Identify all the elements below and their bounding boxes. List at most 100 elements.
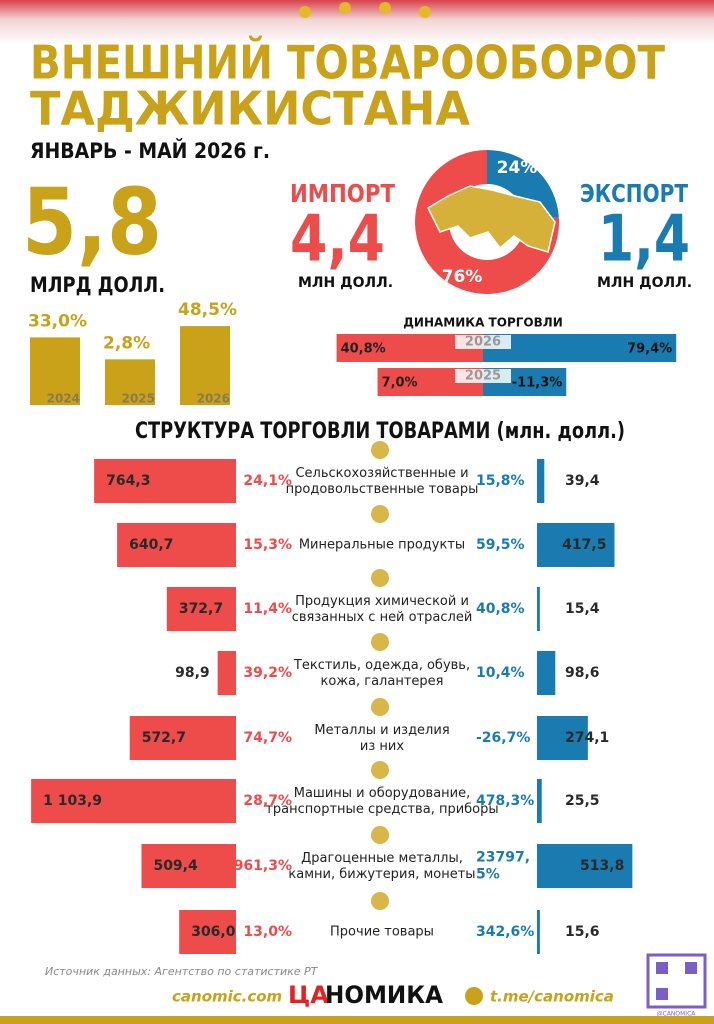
export-bar <box>537 523 615 567</box>
export-bar <box>537 459 545 503</box>
growth-label: 33,0% <box>28 311 87 331</box>
category-icon <box>371 505 389 523</box>
donut-slice <box>415 150 560 294</box>
export-value: 417,5 <box>562 537 606 553</box>
export-growth: 10,4% <box>476 665 525 681</box>
export-growth: 23797, 5% <box>476 850 530 883</box>
import-bar <box>217 651 236 695</box>
map-shape <box>427 185 556 253</box>
category-icon <box>371 633 389 651</box>
telegram: t.me/canomica <box>490 988 614 1006</box>
year-label: 2025 <box>122 392 155 406</box>
import-value: 764,3 <box>106 473 150 489</box>
export-label: ЭКСПОРТ <box>580 179 688 208</box>
category-icon <box>371 761 389 779</box>
import-change: 40,8% <box>341 342 386 357</box>
category-label: Металлы и изделия из них <box>314 723 449 754</box>
total-value: 5,8 <box>22 168 162 275</box>
import-value: 306,0 <box>191 924 236 940</box>
import-value: 1 103,9 <box>43 793 102 809</box>
category-label: Драгоценные металлы, камни, бижутерия, мо… <box>288 851 475 882</box>
year-label: 2024 <box>47 392 80 406</box>
website: canomic.com <box>172 988 282 1006</box>
telegram-icon <box>465 987 483 1005</box>
category-icon <box>371 569 389 587</box>
period: ЯНВАРЬ - МАЙ 2026 г. <box>30 138 270 163</box>
import-growth: 74,7% <box>243 730 292 746</box>
import-bar <box>31 779 236 823</box>
year-box <box>455 335 511 349</box>
import-growth: 28,7% <box>243 793 292 809</box>
category-label: Продукция химической и связанных с ней от… <box>292 594 473 625</box>
export-growth: -26,7% <box>476 730 530 746</box>
donut-label: 24% <box>497 158 538 178</box>
import-value: 4,4 <box>290 203 385 277</box>
import-unit: МЛН ДОЛЛ. <box>298 275 393 291</box>
export-bar <box>537 587 540 631</box>
export-value: 98,6 <box>565 665 600 681</box>
export-value: 1,4 <box>598 203 690 277</box>
import-growth: 13,0% <box>243 924 292 940</box>
export-growth: 342,6% <box>476 924 534 940</box>
export-value: 39,4 <box>565 473 600 489</box>
import-growth: 11,4% <box>243 601 292 617</box>
import-bar <box>117 523 236 567</box>
export-change: -11,3% <box>512 376 563 391</box>
import-growth: 24,1% <box>243 473 292 489</box>
export-bar <box>483 334 677 362</box>
year-label: 2026 <box>197 392 230 406</box>
handle: @CANOMICA <box>657 1011 697 1018</box>
source: Источник данных: Агентство по статистике… <box>45 965 319 978</box>
export-bar <box>537 910 540 954</box>
import-label: ИМПОРТ <box>290 179 395 208</box>
category-icon <box>371 892 389 910</box>
import-growth: 15,3% <box>243 537 292 553</box>
export-bar <box>537 844 633 888</box>
export-value: 274,1 <box>565 730 609 746</box>
title-line2: ТАДЖИКИСТАНА <box>30 82 470 136</box>
growth-bar <box>30 337 80 405</box>
import-bar <box>94 459 236 503</box>
growth-label: 48,5% <box>178 300 237 320</box>
export-value: 15,6 <box>565 924 600 940</box>
growth-bar <box>180 326 230 405</box>
import-value: 372,7 <box>179 601 223 617</box>
logo-part1: ЦА <box>288 981 329 1009</box>
import-change: 7,0% <box>382 376 418 391</box>
qr-code <box>656 988 668 1000</box>
import-bar <box>129 716 236 760</box>
year-label: 2025 <box>465 369 501 384</box>
export-growth: 15,8% <box>476 473 525 489</box>
export-growth: 40,8% <box>476 601 525 617</box>
donut-label: 76% <box>442 267 483 287</box>
export-value: 15,4 <box>565 601 600 617</box>
flag-band <box>0 0 714 45</box>
growth-label: 2,8% <box>103 333 150 353</box>
category-icon <box>371 826 389 844</box>
category-icon <box>371 441 389 459</box>
import-value: 572,7 <box>142 730 186 746</box>
export-unit: МЛН ДОЛЛ. <box>597 275 692 291</box>
export-growth: 59,5% <box>476 537 525 553</box>
stars <box>299 2 431 18</box>
import-bar <box>179 910 236 954</box>
export-bar <box>537 651 556 695</box>
total-unit: МЛРД ДОЛЛ. <box>30 273 165 297</box>
export-bar <box>537 716 588 760</box>
import-bar <box>141 844 236 888</box>
import-growth: 39,2% <box>243 665 292 681</box>
category-icon <box>371 698 389 716</box>
category-label: Минеральные продукты <box>299 538 465 553</box>
qr-code <box>656 962 668 974</box>
title-line1: ВНЕШНИЙ ТОВАРООБОРОТ <box>30 36 666 90</box>
import-value: 640,7 <box>129 537 173 553</box>
year-box <box>455 369 511 383</box>
import-bar <box>166 587 236 631</box>
dynamics-title: ДИНАМИКА ТОРГОВЛИ <box>403 316 563 330</box>
export-growth: 478,3% <box>476 793 534 809</box>
structure-title: СТРУКТУРА ТОРГОВЛИ ТОВАРАМИ (млн. долл.) <box>135 419 625 444</box>
export-change: 79,4% <box>627 342 672 357</box>
logo-part2: НОМИКА <box>325 981 443 1009</box>
category-label: Прочие товары <box>330 925 434 940</box>
